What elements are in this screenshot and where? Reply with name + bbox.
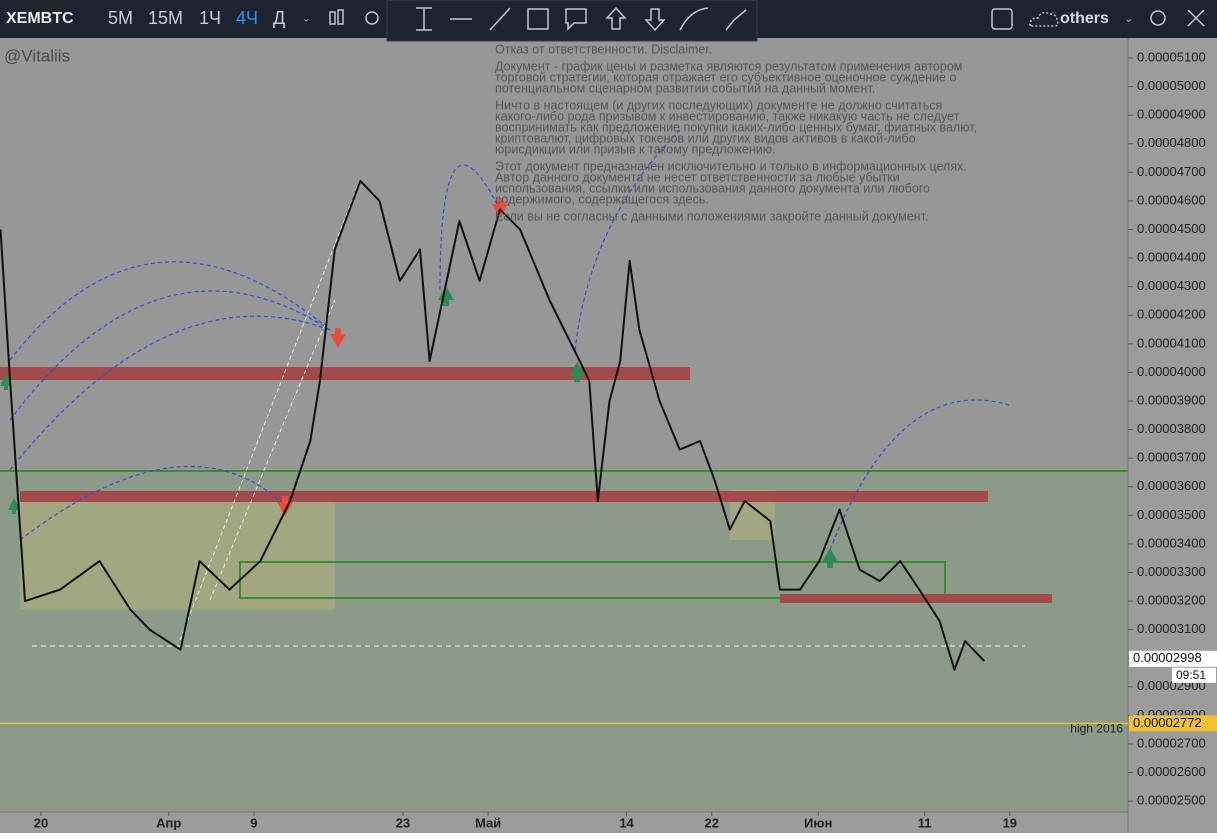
disclaimer-line: Документ - график цены и разметка являют… — [495, 59, 962, 73]
author: @Vitaliis — [4, 46, 70, 65]
level-price: 0.00002772 — [1133, 715, 1202, 730]
y-tick-label: 0.00002600 — [1137, 764, 1206, 779]
interval-button[interactable]: 4Ч — [236, 8, 258, 28]
x-tick-label: 22 — [704, 815, 718, 830]
countdown-box — [1172, 667, 1216, 683]
disclaimer-line: Автор данного документа не несет ответст… — [495, 170, 900, 184]
disclaimer-line: юрисдикции или призыв к такому предложен… — [495, 142, 776, 156]
y-tick-label: 0.00004700 — [1137, 164, 1206, 179]
disclaimer-line: Этот документ предназначен исключительно… — [495, 159, 967, 173]
y-tick-label: 0.00004100 — [1137, 335, 1206, 350]
disclaimer-line: потенциальном сценарном развитии событий… — [495, 81, 875, 95]
signal-arrows — [0, 198, 838, 568]
countdown: 09:51 — [1176, 668, 1206, 682]
current-price: 0.00002998 — [1133, 650, 1202, 665]
y-tick-label: 0.00004300 — [1137, 278, 1206, 293]
dropdown[interactable]: ⌄ — [302, 14, 310, 25]
y-tick-label: 0.00003500 — [1137, 507, 1206, 522]
disclaimer-line: торговой стратегии, которая отражает его… — [495, 70, 956, 84]
interval-button[interactable]: 5M — [108, 8, 133, 28]
interval-button[interactable]: 15M — [148, 8, 183, 28]
y-tick-label: 0.00003100 — [1137, 621, 1206, 636]
y-tick-label: 0.00004200 — [1137, 307, 1206, 322]
symbol[interactable]: XEMBTC — [6, 10, 74, 27]
level-label: high 2016 — [1070, 722, 1123, 736]
resistance-zone — [0, 367, 690, 380]
x-tick-label: 23 — [396, 815, 410, 830]
disclaimer-line: Отказ от ответственности. Disclaimer. — [495, 42, 712, 56]
projection-arcs — [9, 129, 1013, 551]
interval-button[interactable]: Д — [273, 8, 285, 28]
disclaimer-line: воспринимать как предложение покупки как… — [495, 120, 977, 134]
disclaimer-line: использования, ссылки или использования … — [495, 181, 930, 195]
x-tick-label: 9 — [250, 815, 257, 830]
disclaimer-line: какого-либо рода призывом к инвестирован… — [495, 109, 960, 123]
y-tick-label: 0.00004600 — [1137, 192, 1206, 207]
time-axis — [0, 812, 1128, 833]
y-tick-label: 0.00003900 — [1137, 392, 1206, 407]
y-tick-label: 0.00005000 — [1137, 78, 1206, 93]
current-price-box — [1129, 650, 1217, 667]
disclaimer-line: содержимого, содержащегося здесь. — [495, 192, 709, 206]
y-tick-label: 0.00004400 — [1137, 250, 1206, 265]
x-tick-label: Апр — [156, 815, 181, 830]
y-tick-label: 0.00002500 — [1137, 793, 1206, 808]
x-tick-label: Июн — [804, 815, 832, 830]
drawing-toolbar — [386, 0, 758, 42]
y-tick-label: 0.00003400 — [1137, 535, 1206, 550]
y-tick-label: 0.00005100 — [1137, 49, 1206, 64]
y-tick-label: 0.00004500 — [1137, 221, 1206, 236]
y-tick-label: 0.00003800 — [1137, 421, 1206, 436]
x-tick-label: 20 — [34, 815, 48, 830]
disclaimer-line: Ничто в настоящем (и других последующих)… — [495, 98, 942, 112]
trend-lines — [179, 179, 361, 641]
y-tick-label: 0.00002700 — [1137, 735, 1206, 750]
tool-icons[interactable] — [329, 6, 1205, 32]
y-tick-label: 0.00003300 — [1137, 564, 1206, 579]
y-tick-label: 0.00003600 — [1137, 478, 1206, 493]
dropdown[interactable]: ⌄ — [1124, 13, 1133, 25]
disclaimer-line: криптовалют, цифровых токенов или других… — [495, 131, 916, 145]
x-tick-label: 19 — [1003, 815, 1017, 830]
others-button[interactable]: others — [1060, 10, 1109, 27]
y-tick-label: 0.00004900 — [1137, 107, 1206, 122]
x-tick-label: 14 — [619, 815, 634, 830]
disclaimer-line: Если вы не согласны с данными положениям… — [495, 209, 928, 223]
price-axis — [1128, 38, 1217, 833]
interval-button[interactable]: 1Ч — [199, 8, 221, 28]
level-price-box — [1129, 715, 1217, 732]
x-tick-label: Май — [475, 815, 501, 830]
resistance-zone — [780, 594, 1052, 603]
y-tick-label: 0.00003700 — [1137, 450, 1206, 465]
y-tick-label: 0.00003200 — [1137, 593, 1206, 608]
resistance-zone — [20, 491, 988, 502]
y-tick-label: 0.00004800 — [1137, 135, 1206, 150]
box — [20, 500, 335, 610]
price-line — [0, 179, 986, 671]
x-tick-label: 11 — [918, 815, 932, 830]
y-tick-label: 0.00004000 — [1137, 364, 1206, 379]
